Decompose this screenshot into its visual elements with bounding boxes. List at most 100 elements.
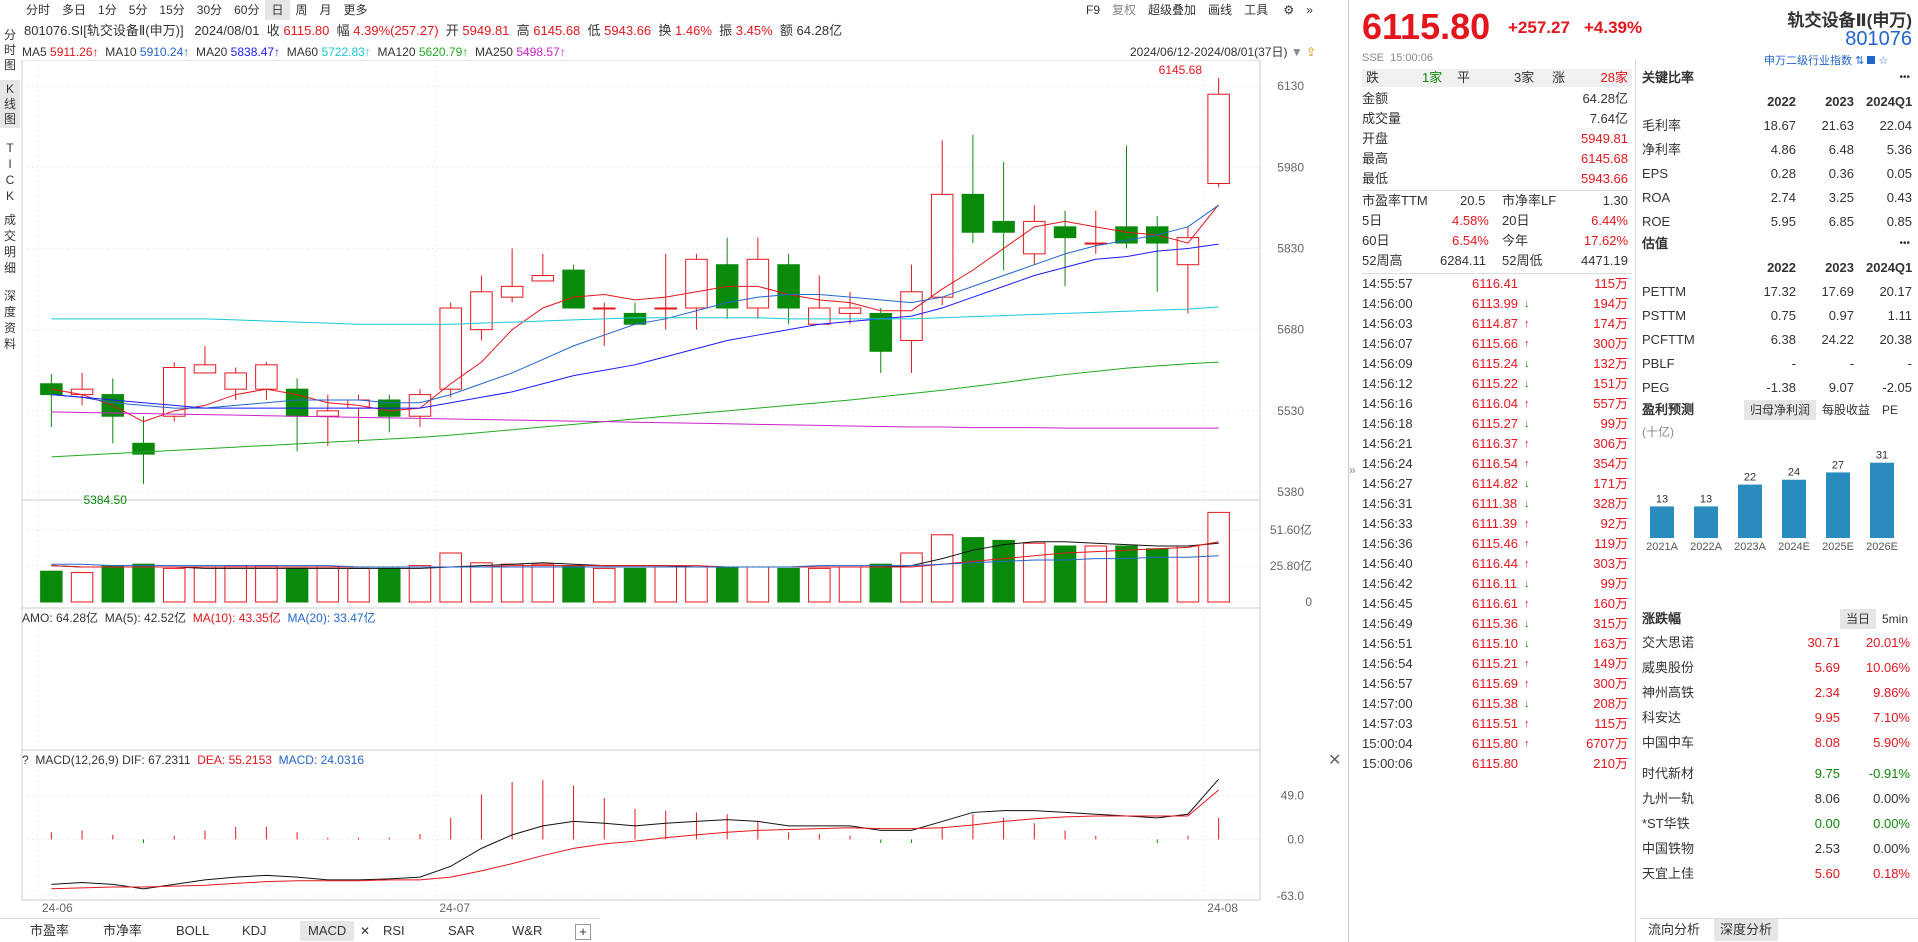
kline-chart[interactable]: 6130 5980 5830 5680 5530 5380 24-06 24-07 24-08 6… <box>20 60 1350 920</box>
tick-row[interactable]: 14:57:03 6115.51 ↑ 115万 <box>1362 714 1632 734</box>
tick-price: 6116.54 <box>1472 456 1519 471</box>
tick-row[interactable]: 14:56:09 6115.24 ↓ 132万 <box>1362 354 1632 374</box>
macd-tick-label: 49.0 <box>1281 788 1305 802</box>
mover-row[interactable]: 神州高铁 2.34 9.86% <box>1640 683 1914 703</box>
tools-button[interactable]: 工具 <box>1244 3 1269 17</box>
tick-row[interactable]: 14:56:54 6115.21 ↑ 149万 <box>1362 654 1632 674</box>
tick-row[interactable]: 14:56:45 6116.61 ↑ 160万 <box>1362 594 1632 614</box>
collapse-icon[interactable]: » <box>1349 463 1356 477</box>
tab-boll[interactable]: BOLL <box>176 923 210 938</box>
tab-wr[interactable]: W&R <box>512 923 543 938</box>
overlay-button[interactable]: 超级叠加 <box>1148 3 1197 17</box>
tick-row[interactable]: 14:56:18 6115.27 ↓ 99万 <box>1362 414 1632 434</box>
side-tab-tick[interactable]: TICK <box>0 140 20 204</box>
mover-row[interactable]: 九州一轨 8.06 0.00% <box>1640 789 1914 809</box>
ratio-value: 6.48 <box>1828 142 1854 157</box>
adjust-button[interactable]: 复权 <box>1112 3 1137 17</box>
tab-flow[interactable]: 流向分析 <box>1648 922 1701 937</box>
tick-row[interactable]: 15:00:04 6115.80 ↑ 6707万 <box>1362 734 1632 754</box>
period-tab[interactable]: 15分 <box>159 3 185 17</box>
tab-pe-forecast[interactable]: PE <box>1882 403 1899 417</box>
tick-row[interactable]: 14:56:31 6111.38 ↓ 328万 <box>1362 494 1632 514</box>
mover-row[interactable]: 天宜上佳 5.60 0.18% <box>1640 864 1914 884</box>
tick-row[interactable]: 14:56:57 6115.69 ↑ 300万 <box>1362 674 1632 694</box>
help-icon[interactable]: ? <box>22 753 29 767</box>
tick-row[interactable]: 14:57:00 6115.38 ↓ 208万 <box>1362 694 1632 714</box>
f9-button[interactable]: F9 <box>1086 3 1101 17</box>
security-code: 801076.SI[轨交设备Ⅱ(申万)] <box>24 23 184 38</box>
date-range[interactable]: 2024/06/12-2024/08/01(37日) ▼ ⇪ <box>1130 44 1316 60</box>
mover-row[interactable]: 中国中车 8.08 5.90% <box>1640 733 1914 753</box>
square-icon[interactable] <box>1867 56 1876 64</box>
tick-row[interactable]: 14:56:51 6115.10 ↓ 163万 <box>1362 634 1632 654</box>
tick-row[interactable]: 14:56:36 6115.46 ↑ 119万 <box>1362 534 1632 554</box>
tick-row[interactable]: 14:55:57 6116.41 115万 <box>1362 274 1632 294</box>
side-tab-depth[interactable]: 深度资料 <box>0 288 20 352</box>
tab-rsi[interactable]: RSI <box>383 923 405 938</box>
side-tab-trades[interactable]: 成交明细 <box>0 212 20 276</box>
tab-kdj[interactable]: KDJ <box>242 923 267 938</box>
tab-close-icon[interactable]: ✕ <box>360 924 371 938</box>
tick-list[interactable]: 14:55:57 6116.41 115万 14:56:00 6113.99 ↓ 194万 1… <box>1362 273 1632 773</box>
mover-change: 0.00% <box>1873 816 1910 831</box>
close-icon[interactable]: ✕ <box>1328 752 1342 769</box>
period-tab[interactable]: 1分 <box>98 3 117 17</box>
mover-row[interactable]: 时代新材 9.75 -0.91% <box>1640 764 1914 784</box>
tab-depth-analysis[interactable]: 深度分析 <box>1714 919 1779 941</box>
side-tab-intraday[interactable]: 分时图 <box>0 28 20 73</box>
tab-5min[interactable]: 5min <box>1881 612 1908 626</box>
tab-today[interactable]: 当日 <box>1839 609 1876 629</box>
tick-row[interactable]: 14:56:42 6116.11 ↓ 99万 <box>1362 574 1632 594</box>
period-tab[interactable]: 5分 <box>128 3 148 17</box>
tick-row[interactable]: 14:56:33 6111.39 ↑ 92万 <box>1362 514 1632 534</box>
expand-icon[interactable]: » <box>1306 3 1313 17</box>
more-periods[interactable]: 更多 <box>343 3 368 17</box>
tick-row[interactable]: 14:56:00 6113.99 ↓ 194万 <box>1362 294 1632 314</box>
ratio-value: 1.11 <box>1887 308 1912 323</box>
period-tab[interactable]: 月 <box>319 3 332 17</box>
add-tab-icon[interactable]: + <box>575 924 591 940</box>
index-link[interactable]: 申万二级行业指数 ⇅ ☆ <box>1764 52 1888 68</box>
ma20-value: 5838.47↑ <box>230 45 281 59</box>
mover-row[interactable]: 威奥股份 5.69 10.06% <box>1640 658 1914 678</box>
period-tab[interactable]: 分时 <box>26 3 51 17</box>
mover-row[interactable]: 交大思诺 30.71 20.01% <box>1640 633 1914 653</box>
tick-row[interactable]: 14:56:24 6116.54 ↑ 354万 <box>1362 454 1632 474</box>
tick-row[interactable]: 14:56:03 6114.87 ↑ 174万 <box>1362 314 1632 334</box>
tab-pb[interactable]: 市净率 <box>103 923 143 938</box>
tick-row[interactable]: 14:56:49 6115.36 ↓ 315万 <box>1362 614 1632 634</box>
side-tab-kline[interactable]: K线图 <box>0 80 20 128</box>
mover-row[interactable]: 中国铁物 2.53 0.00% <box>1640 839 1914 859</box>
tab-pe[interactable]: 市盈率 <box>30 923 70 938</box>
tab-sar[interactable]: SAR <box>448 923 475 938</box>
period-tab-selected[interactable]: 日 <box>265 0 290 20</box>
gear-icon[interactable]: ⚙ <box>1283 3 1295 17</box>
index-link-text[interactable]: 申万二级行业指数 <box>1764 55 1852 67</box>
tick-row[interactable]: 14:56:21 6116.37 ↑ 306万 <box>1362 434 1632 454</box>
ma60-label: MA60 <box>286 45 319 59</box>
more-icon[interactable]: ••• <box>1899 72 1910 83</box>
tick-row[interactable]: 14:56:40 6116.44 ↑ 303万 <box>1362 554 1632 574</box>
period-tab[interactable]: 60分 <box>234 3 260 17</box>
sort-icon[interactable]: ⇅ <box>1855 55 1865 67</box>
caret-down-icon[interactable]: ▼ <box>1290 45 1303 59</box>
tick-row[interactable]: 15:00:06 6115.80 210万 <box>1362 754 1632 774</box>
tick-row[interactable]: 14:56:07 6115.66 ↑ 300万 <box>1362 334 1632 354</box>
volume-tick-label: 51.60亿 <box>1270 522 1312 537</box>
draw-button[interactable]: 画线 <box>1208 3 1233 17</box>
period-tab[interactable]: 30分 <box>196 3 223 17</box>
period-tab[interactable]: 周 <box>295 3 308 17</box>
star-icon[interactable]: ☆ <box>1878 55 1889 67</box>
tick-row[interactable]: 14:56:12 6115.22 ↓ 151万 <box>1362 374 1632 394</box>
upload-icon[interactable]: ⇪ <box>1306 45 1317 59</box>
tab-macd[interactable]: MACD <box>300 921 355 941</box>
mover-row[interactable]: 科安达 9.95 7.10% <box>1640 708 1914 728</box>
macd-title: MACD(12,26,9) <box>35 753 119 767</box>
tick-row[interactable]: 14:56:27 6114.82 ↓ 171万 <box>1362 474 1632 494</box>
mover-row[interactable]: *ST华铁 0.00 0.00% <box>1640 814 1914 834</box>
more-icon[interactable]: ••• <box>1899 238 1910 249</box>
tab-eps[interactable]: 每股收益 <box>1822 403 1871 417</box>
tick-row[interactable]: 14:56:16 6116.04 ↑ 557万 <box>1362 394 1632 414</box>
period-tab[interactable]: 多日 <box>62 3 87 17</box>
tab-net-profit[interactable]: 归母净利润 <box>1744 400 1817 420</box>
